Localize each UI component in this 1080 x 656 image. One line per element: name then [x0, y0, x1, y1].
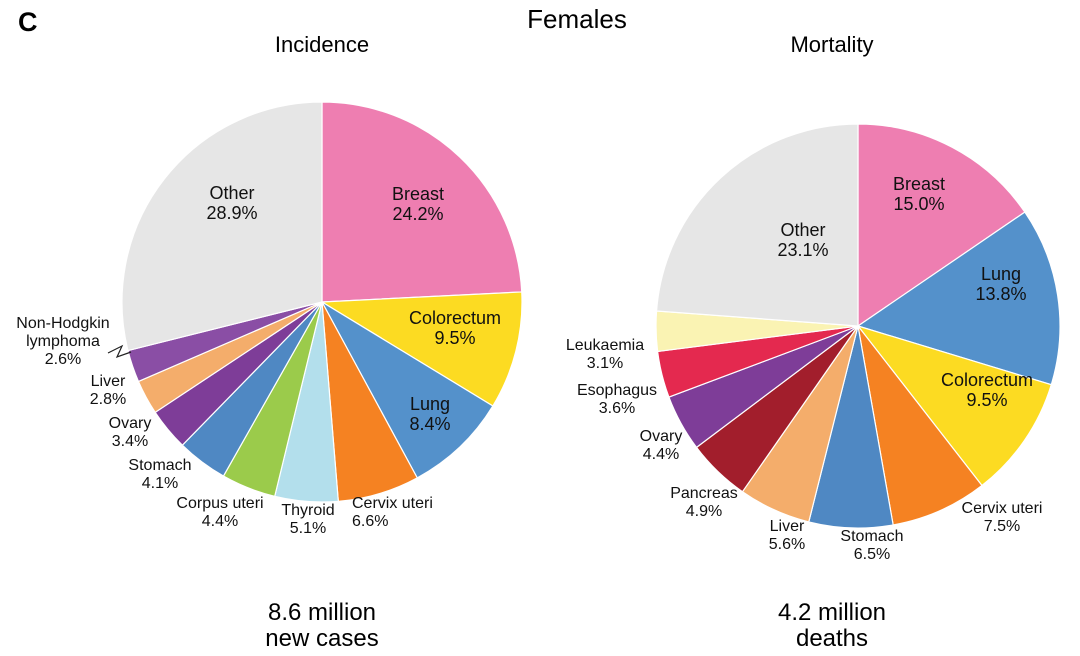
mortality-label-pancreas: Pancreas 4.9% — [670, 485, 738, 520]
incidence-label-liver: Liver 2.8% — [90, 373, 126, 408]
mortality-label-breast: Breast 15.0% — [893, 174, 945, 214]
incidence-label-non-hodgkin-lymphoma: Non-Hodgkin lymphoma 2.6% — [16, 315, 109, 368]
mortality-label-ovary: Ovary 4.4% — [640, 428, 683, 463]
mortality-label-lung: Lung 13.8% — [975, 264, 1026, 304]
mortality-pie: Breast 15.0% Lung 13.8% Colorectum 9.5% Cervix… — [566, 123, 1061, 563]
mortality-label-stomach: Stomach 6.5% — [840, 528, 903, 563]
incidence-label-breast: Breast 24.2% — [392, 184, 444, 224]
incidence-label-other: Other 28.9% — [206, 183, 257, 223]
incidence-slice-other — [121, 101, 323, 352]
leader-line-non-hodgkin-lymphoma — [107, 344, 132, 359]
incidence-slice-breast — [321, 101, 523, 303]
mortality-slice-other — [655, 123, 859, 327]
incidence-label-colorectum: Colorectum 9.5% — [409, 308, 501, 348]
mortality-label-other: Other 23.1% — [777, 220, 828, 260]
incidence-total: 8.6 million — [268, 599, 376, 626]
incidence-label-stomach: Stomach 4.1% — [128, 457, 191, 492]
panel-letter: C — [18, 7, 38, 37]
mortality-label-leukaemia: Leukaemia 3.1% — [566, 337, 644, 372]
incidence-slice-colorectum — [320, 291, 523, 407]
incidence-label-ovary: Ovary 3.4% — [109, 415, 152, 450]
mortality-label-esophagus: Esophagus 3.6% — [577, 382, 657, 417]
incidence-total-unit: new cases — [265, 625, 378, 652]
incidence-slice-lung — [320, 300, 494, 479]
mortality-slice-colorectum — [856, 324, 1053, 487]
mortality-slice-breast — [857, 123, 1026, 328]
incidence-pie: Breast 24.2% Colorectum 9.5% Lung 8.4% Cervix … — [16, 101, 523, 537]
incidence-label-lung: Lung 8.4% — [409, 394, 450, 434]
incidence-label-cervix-uteri: Cervix uteri 6.6% — [352, 495, 433, 530]
incidence-label-thyroid: Thyroid 5.1% — [281, 502, 334, 537]
mortality-slice-cervix-uteri — [857, 325, 983, 526]
mortality-slice-lung — [856, 211, 1061, 386]
mortality-total-unit: deaths — [796, 625, 868, 652]
mortality-total: 4.2 million — [778, 599, 886, 626]
mortality-label-liver: Liver 5.6% — [769, 518, 805, 553]
incidence-title: Incidence — [275, 32, 369, 57]
incidence-label-corpus-uteri: Corpus uteri 4.4% — [176, 495, 263, 530]
figure-title: Females — [527, 4, 627, 34]
mortality-label-cervix-uteri: Cervix uteri 7.5% — [962, 500, 1043, 535]
mortality-label-colorectum: Colorectum 9.5% — [941, 370, 1033, 410]
mortality-title: Mortality — [790, 32, 873, 57]
